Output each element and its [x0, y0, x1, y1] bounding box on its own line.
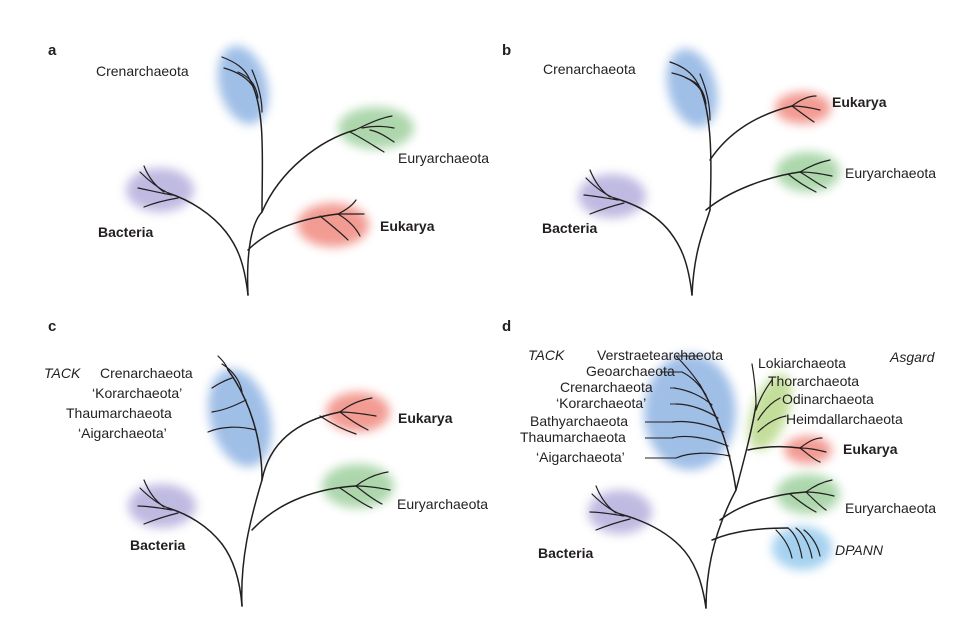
- bacteria-label: Bacteria: [98, 224, 153, 240]
- eukarya-blob: [784, 436, 832, 464]
- euryarchaeota-branch: [251, 485, 357, 531]
- eukarya-label: Eukarya: [380, 218, 435, 234]
- bacteria-branch: [167, 192, 227, 233]
- eukarya-label: Eukarya: [843, 441, 898, 457]
- bacteria-branch: [613, 197, 671, 233]
- crenarchaeota-label: Crenarchaeota: [543, 61, 636, 77]
- panel-c: c TACK Crenarchaeota ‘Korarchaeota’ Thau…: [44, 318, 488, 607]
- tack-member-aigarchaeota: ‘Aigarchaeota’: [536, 449, 625, 465]
- eukarya-branch: [747, 445, 801, 451]
- euryarchaeota-branch: [261, 129, 356, 213]
- eukarya-blob: [775, 92, 831, 124]
- panel-d-letter: d: [502, 318, 511, 335]
- panel-c-letter: c: [48, 318, 56, 335]
- dpann-branch: [711, 527, 789, 541]
- euryarchaeota-label: Euryarchaeota: [397, 496, 488, 512]
- archaea-stem: [691, 209, 711, 296]
- panel-b-letter: b: [502, 42, 511, 59]
- tack-blob: [208, 369, 272, 467]
- panel-a: a Crenarchaeota Euryarchaeota Bact: [48, 42, 489, 296]
- panel-a-letter: a: [48, 42, 57, 59]
- euryarchaeota-branch: [719, 491, 807, 521]
- dpann-blob: [772, 526, 832, 570]
- bacteria-label: Bacteria: [130, 537, 185, 553]
- asgard-member-thorarchaeota: Thorarchaeota: [768, 373, 859, 389]
- tack-label: TACK: [528, 347, 565, 363]
- euryarchaeota-label: Euryarchaeota: [845, 165, 936, 181]
- eukarya-label: Eukarya: [832, 94, 887, 110]
- euryarchaeota-label: Euryarchaeota: [398, 150, 489, 166]
- panel-d: d: [502, 318, 936, 609]
- tack-branch: [699, 384, 737, 491]
- asgard-label: Asgard: [889, 349, 936, 365]
- eukarya-blob: [326, 392, 390, 432]
- tack-member-bathyarchaeota: Bathyarchaeota: [530, 413, 628, 429]
- bacteria-blob: [126, 168, 194, 212]
- root-branch: [669, 231, 693, 296]
- eukarya-label: Eukarya: [398, 410, 453, 426]
- crenarchaeota-branch: [697, 83, 712, 211]
- tack-member-crenarchaeota: Crenarchaeota: [100, 365, 193, 381]
- crenarchaeota-branch: [249, 79, 264, 213]
- tack-member-geoarchaeota: Geoarchaeota: [586, 363, 675, 379]
- dpann-label: DPANN: [835, 542, 884, 558]
- tack-branch: [227, 369, 263, 481]
- tack-member-korarchaeota: ‘Korarchaeota’: [556, 395, 646, 411]
- eukarya-branch: [709, 105, 793, 161]
- root-branch: [679, 545, 707, 609]
- bacteria-branch: [167, 507, 223, 545]
- crenarchaeota-blob: [666, 48, 718, 128]
- bacteria-label: Bacteria: [542, 220, 597, 236]
- tack-member-thaumarchaeota: Thaumarchaeota: [66, 405, 172, 421]
- tack-member-korarchaeota: ‘Korarchaeota’: [92, 385, 182, 401]
- eukarya-blob: [297, 203, 369, 247]
- eukarya-branch: [261, 411, 341, 481]
- panel-b: b Crenarchaeota Eukarya Euryarchaeota Ba…: [502, 42, 936, 296]
- eukarya-branch: [247, 213, 339, 251]
- tack-member-verstraetearchaeota: Verstraetearchaeota: [597, 347, 723, 363]
- bacteria-branch: [619, 513, 681, 547]
- euryarchaeota-blob: [338, 107, 414, 149]
- archaea-stem: [240, 479, 263, 607]
- asgard-member-odinarchaeota: Odinarchaeota: [782, 391, 874, 407]
- euryarchaeota-label: Euryarchaeota: [845, 500, 936, 516]
- asgard-stem: [735, 404, 757, 491]
- asgard-member-lokiarchaeota: Lokiarchaeota: [758, 355, 846, 371]
- bacteria-label: Bacteria: [538, 545, 593, 561]
- crenarchaeota-blob: [217, 45, 269, 125]
- bacteria-blob: [578, 174, 646, 218]
- tack-member-aigarchaeota: ‘Aigarchaeota’: [78, 425, 167, 441]
- tack-member-thaumarchaeota: Thaumarchaeota: [520, 429, 626, 445]
- crenarchaeota-label: Crenarchaeota: [96, 63, 189, 79]
- archaea-eukarya-stem: [246, 211, 263, 296]
- root-branch: [221, 543, 243, 607]
- asgard-member-heimdallarchaeota: Heimdallarchaeota: [786, 411, 903, 427]
- tack-label: TACK: [44, 365, 81, 381]
- root-branch: [225, 231, 249, 296]
- archaea-stem: [705, 489, 737, 609]
- tack-member-crenarchaeota: Crenarchaeota: [560, 379, 653, 395]
- euryarchaeota-branch: [705, 171, 801, 211]
